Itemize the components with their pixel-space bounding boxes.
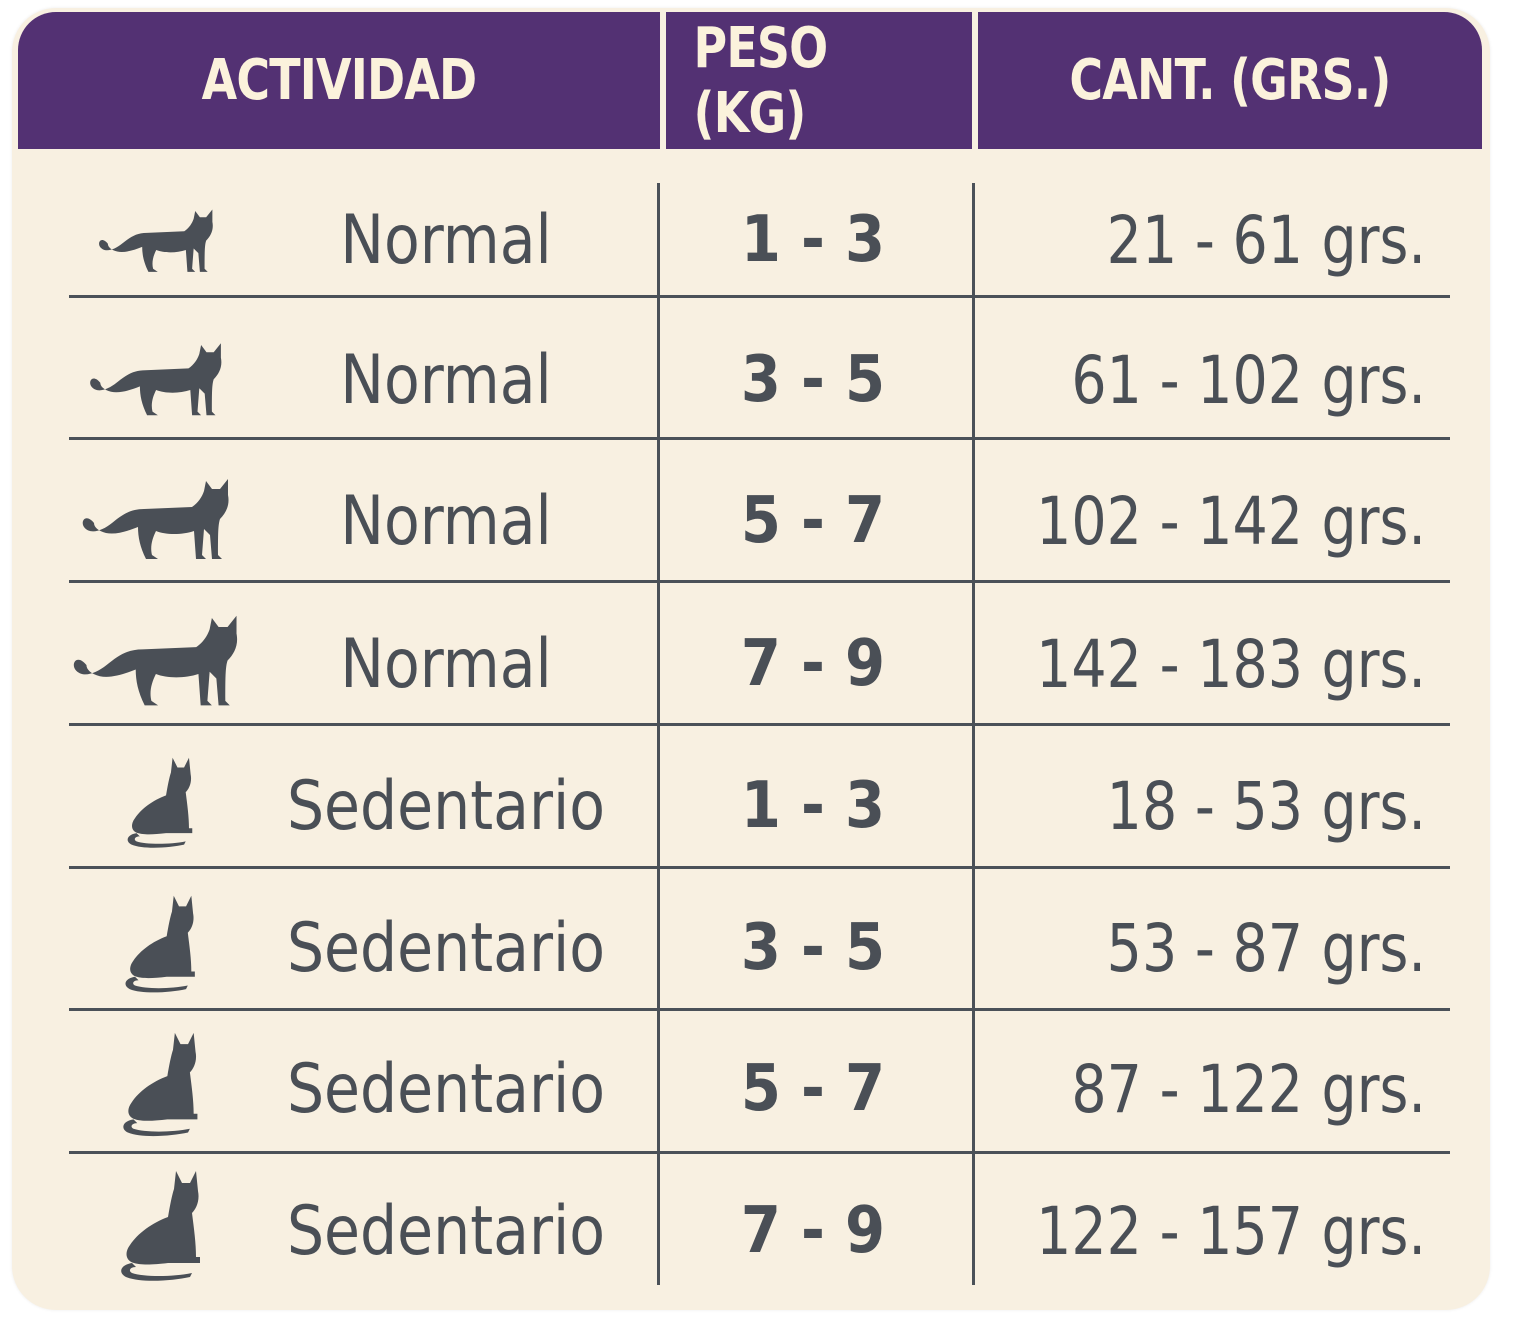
header-weight: PESO (KG) [693, 15, 829, 146]
amount-range: 102 - 142 [1036, 482, 1304, 560]
amount-range: 61 - 102 [1071, 341, 1304, 419]
amount-range: 142 - 183 [1036, 625, 1304, 703]
amount-unit: grs. [1321, 625, 1426, 703]
sitting-cat-icon [72, 1019, 242, 1159]
activity-label: Sedentario [286, 766, 606, 846]
table-row: Sedentario 3 - 5 53 - 87 grs. [12, 878, 1490, 1018]
weight-range: 1 - 3 [740, 203, 886, 277]
row-divider [69, 437, 1450, 440]
table-row: Sedentario 1 - 3 18 - 53 grs. [12, 736, 1490, 876]
row-divider [69, 580, 1450, 583]
amount-range: 87 - 122 [1071, 1050, 1304, 1128]
row-divider [69, 866, 1450, 869]
header-activity: ACTIVIDAD [201, 48, 477, 113]
column-divider [657, 183, 660, 1285]
amount-range: 21 - 61 [1106, 201, 1304, 279]
table-row: Sedentario 5 - 7 87 - 122 grs. [12, 1019, 1490, 1159]
amount-cell: 87 - 122 grs. [1046, 1019, 1426, 1159]
row-divider [69, 295, 1450, 298]
table-row: Normal 1 - 3 21 - 61 grs. [12, 170, 1490, 310]
activity-label: Sedentario [286, 1049, 606, 1129]
amount-unit: grs. [1321, 909, 1426, 987]
row-divider [69, 1008, 1450, 1011]
activity-label: Sedentario [286, 1191, 606, 1271]
weight-range: 3 - 5 [740, 343, 886, 417]
table-row: Sedentario 7 - 9 122 - 157 grs. [12, 1161, 1490, 1301]
walking-cat-icon [72, 451, 242, 591]
amount-unit: grs. [1321, 767, 1426, 845]
amount-unit: grs. [1321, 1192, 1426, 1270]
weight-range: 5 - 7 [740, 484, 886, 558]
row-divider [69, 1151, 1450, 1154]
amount-cell: 61 - 102 grs. [1046, 310, 1426, 450]
header-divider [972, 12, 978, 149]
walking-cat-icon [72, 310, 242, 450]
activity-label: Normal [340, 340, 552, 420]
amount-cell: 21 - 61 grs. [1046, 170, 1426, 310]
activity-label: Normal [340, 481, 552, 561]
amount-cell: 53 - 87 grs. [1046, 878, 1426, 1018]
amount-cell: 122 - 157 grs. [1036, 1161, 1426, 1301]
header-divider [660, 12, 666, 149]
activity-label: Normal [340, 624, 552, 704]
amount-cell: 142 - 183 grs. [1036, 594, 1426, 734]
amount-range: 122 - 157 [1036, 1192, 1304, 1270]
walking-cat-icon [72, 594, 242, 734]
amount-unit: grs. [1321, 1050, 1426, 1128]
weight-range: 7 - 9 [740, 627, 886, 701]
activity-label: Sedentario [286, 908, 606, 988]
activity-label: Normal [340, 200, 552, 280]
amount-cell: 102 - 142 grs. [1036, 451, 1426, 591]
weight-range: 3 - 5 [740, 911, 886, 985]
amount-cell: 18 - 53 grs. [1046, 736, 1426, 876]
amount-unit: grs. [1321, 482, 1426, 560]
sitting-cat-icon [72, 878, 242, 1018]
feeding-table: ACTIVIDAD PESO (KG) CANT. (GRS.) Normal 1… [12, 8, 1490, 1310]
weight-range: 1 - 3 [740, 769, 886, 843]
amount-range: 53 - 87 [1106, 909, 1304, 987]
sitting-cat-icon [72, 1161, 242, 1301]
table-row: Normal 7 - 9 142 - 183 grs. [12, 594, 1490, 734]
walking-cat-icon [72, 170, 242, 310]
column-divider [972, 183, 975, 1285]
amount-unit: grs. [1321, 341, 1426, 419]
amount-range: 18 - 53 [1106, 767, 1304, 845]
header-amount: CANT. (GRS.) [1069, 48, 1391, 113]
weight-range: 7 - 9 [740, 1194, 886, 1268]
table-header: ACTIVIDAD PESO (KG) CANT. (GRS.) [18, 12, 1482, 149]
table-row: Normal 3 - 5 61 - 102 grs. [12, 310, 1490, 450]
row-divider [69, 723, 1450, 726]
weight-range: 5 - 7 [740, 1052, 886, 1126]
sitting-cat-icon [72, 736, 242, 876]
amount-unit: grs. [1321, 201, 1426, 279]
table-row: Normal 5 - 7 102 - 142 grs. [12, 451, 1490, 591]
